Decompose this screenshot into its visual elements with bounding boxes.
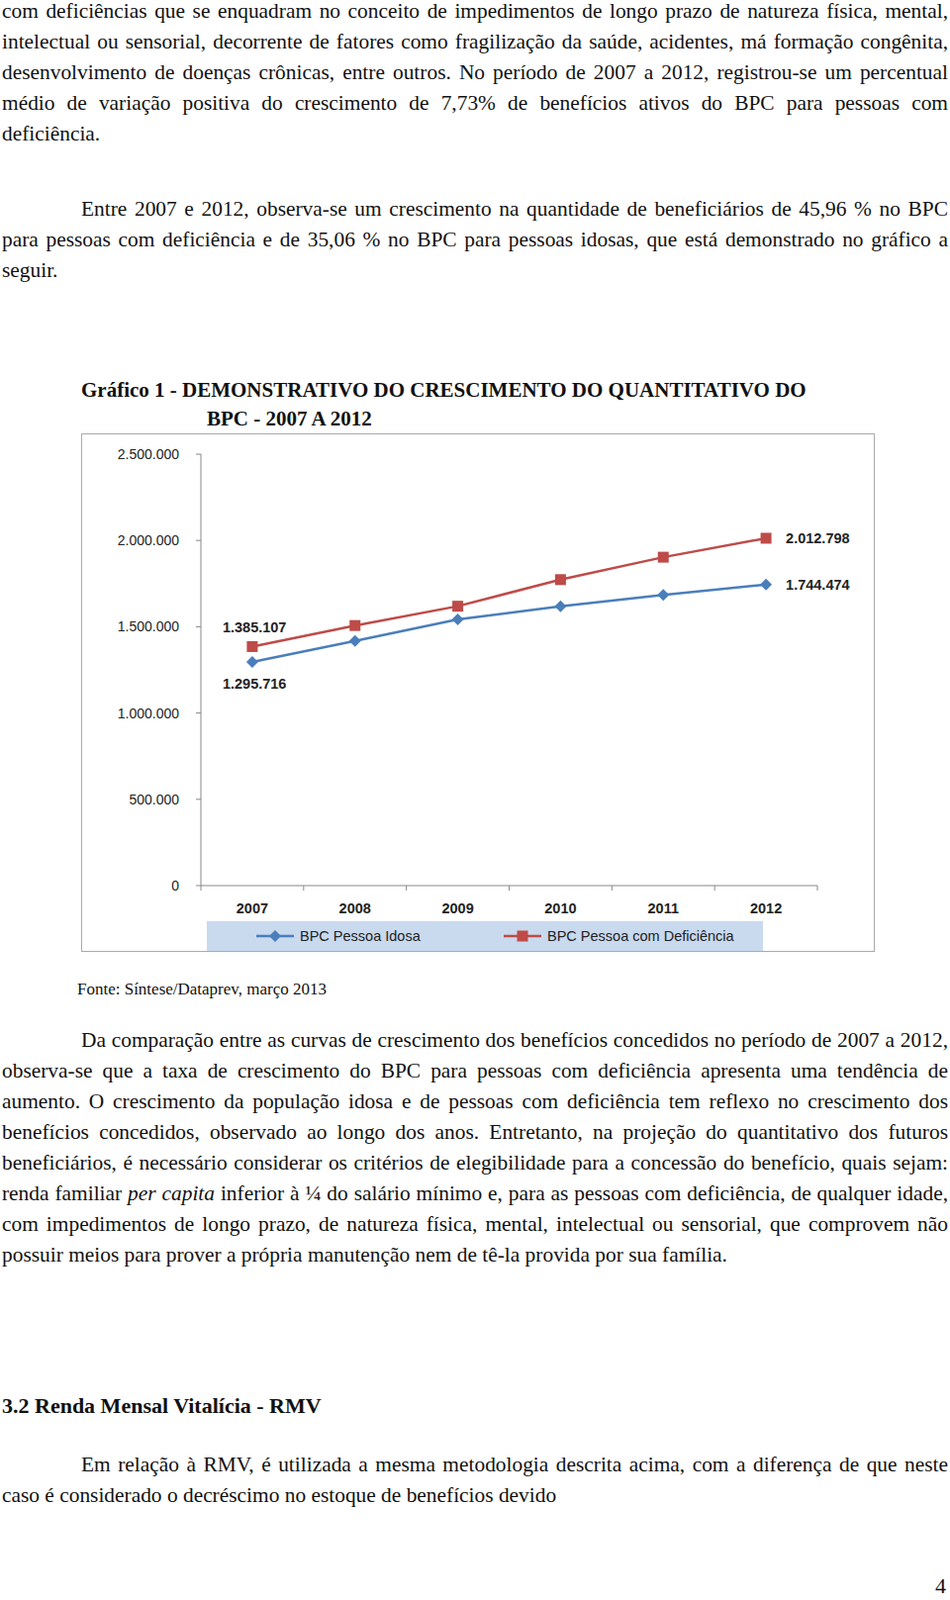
paragraph: Entre 2007 e 2012, observa-se um crescim… <box>1 193 949 286</box>
legend-marker <box>269 930 282 943</box>
marker <box>555 573 567 585</box>
x-tick-label: 2009 <box>441 900 474 917</box>
text-run: Da comparação entre as curvas de crescim… <box>1 1028 949 1206</box>
paragraph: com deficiências que se enquadram no con… <box>1 0 949 150</box>
plot-area <box>246 532 772 668</box>
marker <box>760 578 772 591</box>
x-tick <box>302 885 304 891</box>
chart-frame: 0 500.000 1.000.000 1.500.000 2.000.000 2.500… <box>81 433 875 952</box>
legend: BPC Pessoa Idosa BPC Pessoa com Deficiênc… <box>206 921 763 951</box>
y-tick-label: 500.000 <box>128 791 180 808</box>
data-label: 1.744.474 <box>785 576 851 593</box>
x-tick <box>611 885 613 891</box>
data-label: 1.385.107 <box>222 619 287 636</box>
series-line <box>252 584 766 663</box>
y-tick-label: 2.000.000 <box>117 532 180 549</box>
marker <box>349 635 362 648</box>
paragraph: Da comparação entre as curvas de crescim… <box>1 1025 949 1271</box>
legend-label: BPC Pessoa com Deficiência <box>547 928 736 945</box>
y-tick <box>195 798 201 800</box>
x-tick-label: 2010 <box>544 900 576 917</box>
legend-label: BPC Pessoa Idosa <box>299 928 422 945</box>
marker <box>760 532 772 544</box>
figure-title: Gráfico 1 - DEMONSTRATIVO DO CRESCIMENTO… <box>81 376 807 434</box>
y-tick-label: 0 <box>171 877 180 894</box>
x-tick <box>508 885 510 891</box>
marker <box>657 588 669 601</box>
y-tick <box>195 712 201 714</box>
y-tick-label: 1.000.000 <box>117 705 180 722</box>
marker <box>554 600 567 613</box>
y-tick <box>195 885 201 887</box>
section-heading: 3.2 Renda Mensal Vitalícia - RMV <box>1 1393 322 1420</box>
marker <box>452 600 464 612</box>
text-run: per capita <box>127 1181 215 1206</box>
y-tick-label: 1.500.000 <box>117 618 180 635</box>
x-tick <box>714 885 716 891</box>
x-tick-label: 2011 <box>648 900 679 917</box>
x-tick-label: 2008 <box>339 900 372 917</box>
y-axis <box>200 454 202 886</box>
series-line <box>252 538 766 647</box>
data-label: 2.012.798 <box>785 530 851 547</box>
x-tick <box>200 885 202 891</box>
marker <box>246 641 258 653</box>
marker <box>246 656 259 668</box>
legend-background <box>206 921 763 951</box>
y-tick-label: 2.500.000 <box>117 446 180 463</box>
marker <box>452 613 465 626</box>
page-number: 4 <box>935 1573 947 1600</box>
paragraph: Em relação à RMV, é utilizada a mesma me… <box>1 1449 949 1512</box>
figure-title-line: BPC - 2007 A 2012 <box>81 404 807 434</box>
marker <box>349 620 361 632</box>
marker <box>658 552 669 564</box>
chart: 0 500.000 1.000.000 1.500.000 2.000.000 2.500… <box>82 434 874 951</box>
legend-marker <box>517 931 529 943</box>
y-tick <box>195 454 201 456</box>
x-tick-label: 2012 <box>750 900 782 917</box>
x-tick-label: 2007 <box>236 900 269 917</box>
x-tick <box>405 885 407 891</box>
data-label: 1.295.716 <box>222 675 287 692</box>
figure-source: Fonte: Síntese/Dataprev, março 2013 <box>77 979 327 1000</box>
y-tick <box>195 626 201 628</box>
figure-title-line: Gráfico 1 - DEMONSTRATIVO DO CRESCIMENTO… <box>81 376 807 405</box>
data-labels: 1.295.716 1.744.474 1.385.107 2.012.798 <box>222 530 851 692</box>
x-tick <box>817 885 819 891</box>
y-tick <box>195 540 201 542</box>
